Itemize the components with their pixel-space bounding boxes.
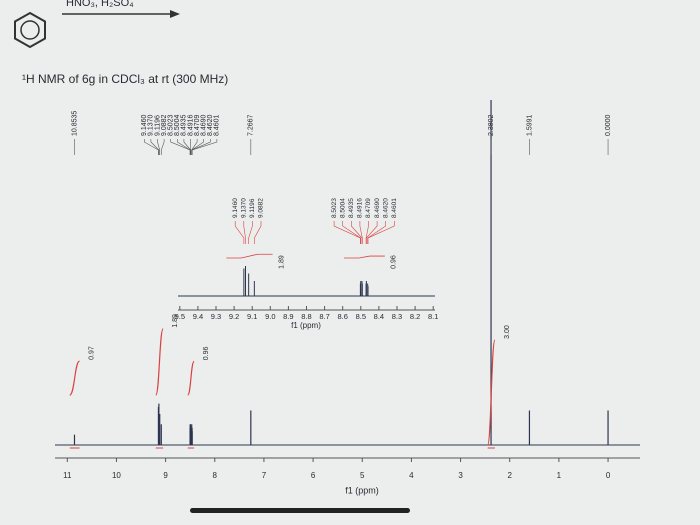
peak-label: 8.5004 (174, 114, 181, 136)
inset-label-connector (243, 221, 246, 244)
inset-x-tick-label: 8.7 (319, 312, 329, 321)
inset-x-tick-label: 9.2 (229, 312, 239, 321)
inset-x-tick-label: 8.9 (283, 312, 293, 321)
peak-label: 9.0882 (161, 114, 168, 136)
peak-label: 8.4601 (214, 114, 221, 136)
inset-x-tick-label: 8.6 (337, 312, 347, 321)
inset-label-connector (366, 221, 378, 244)
home-indicator (190, 508, 410, 513)
peak-label-connector (157, 139, 161, 155)
inset-x-tick-label: 8.8 (301, 312, 311, 321)
peak-label: 0.0000 (605, 114, 612, 136)
peak-label: 9.1196 (154, 115, 161, 136)
inset-label-connector (234, 221, 245, 244)
peak-label-connector (191, 139, 218, 155)
inset-x-tick-label: 8.2 (410, 312, 420, 321)
peak-label: 9.1460 (141, 114, 148, 136)
inset-peak-label: 8.4709 (365, 198, 372, 218)
inset-label-connector (248, 221, 253, 244)
inset-x-tick-label: 9.4 (193, 312, 203, 321)
peak-label-connector (150, 139, 160, 155)
x-tick-label: 5 (360, 471, 365, 480)
inset-integral-label: 0.96 (391, 255, 398, 269)
peak-label: 7.2667 (248, 114, 255, 136)
x-tick-label: 3 (458, 471, 463, 480)
inset-peak-label: 8.4916 (357, 198, 364, 218)
peak-label: 2.3802 (488, 114, 495, 136)
x-tick-label: 1 (557, 471, 562, 480)
inset-label-connector (365, 221, 369, 244)
inset-label-connector (350, 221, 363, 244)
inset-peak-label: 9.0882 (258, 198, 265, 218)
x-tick-label: 7 (262, 471, 267, 480)
x-tick-label: 11 (63, 471, 72, 480)
integral-curve (187, 360, 195, 396)
inset-peak-label: 8.4601 (391, 198, 398, 218)
inset-peak-label: 8.5004 (339, 198, 346, 218)
inset-peak-label: 8.5023 (331, 198, 338, 218)
inset-label-connector (342, 221, 362, 244)
peak-label: 8.4709 (194, 114, 201, 136)
x-tick-label: 4 (409, 471, 414, 480)
inset-x-tick-label: 9.5 (175, 312, 185, 321)
inset-x-tick-label: 8.3 (392, 312, 402, 321)
benzene-circle (20, 20, 40, 40)
arrow-head (170, 10, 180, 18)
peak-label-connector (191, 139, 205, 155)
integral-label: 0.97 (88, 346, 95, 360)
integral-label: 3.00 (504, 325, 511, 339)
inset-x-tick-label: 9.3 (211, 312, 221, 321)
peak-label-connector (144, 139, 159, 155)
x-tick-label: 0 (606, 471, 611, 480)
inset-label-connector (254, 221, 262, 244)
inset-peak-label: 9.1460 (232, 198, 239, 218)
peak-label: 9.1370 (148, 114, 155, 136)
x-tick-label: 2 (508, 471, 513, 480)
peak-label: 8.4916 (187, 114, 194, 136)
inset-x-axis-label: f1 (ppm) (291, 321, 321, 330)
inset-label-connector (333, 221, 361, 244)
reagents: HNO₃, H₂SO₄ (66, 0, 134, 9)
peak-label-connector (160, 139, 165, 155)
inset-peak-label: 8.4690 (374, 198, 381, 218)
peak-label: 10.8535 (71, 111, 78, 136)
integral-label: 1.89 (172, 314, 179, 328)
integral-curve (487, 339, 496, 446)
peak-label: 8.5023 (168, 114, 175, 136)
inset-label-connector (359, 221, 363, 244)
inset-label-connector (367, 221, 386, 244)
inset-peak-label: 8.4620 (382, 198, 389, 218)
peak-label: 8.4690 (201, 114, 208, 136)
x-tick-label: 8 (213, 471, 218, 480)
x-tick-label: 10 (112, 471, 121, 480)
inset-integral (226, 253, 273, 259)
inset-x-tick-label: 8.1 (428, 312, 438, 321)
integral-curve (69, 360, 81, 396)
chart-title: ¹H NMR of 6g in CDCl₃ at rt (300 MHz) (22, 72, 228, 86)
inset-peak-label: 9.1196 (249, 198, 256, 218)
benzene-ring (14, 11, 46, 49)
peak-label: 8.4620 (207, 114, 214, 136)
peak-label: 8.4935 (181, 114, 188, 136)
inset-peak-label: 9.1370 (241, 198, 248, 218)
x-tick-label: 6 (311, 471, 316, 480)
inset-integral (343, 255, 385, 259)
inset-peak-label: 8.4935 (348, 198, 355, 218)
integral-label: 0.96 (203, 346, 210, 360)
integral-curve (155, 328, 164, 396)
peak-label-connector (177, 139, 191, 155)
inset-label-connector (367, 221, 395, 244)
inset-x-tick-label: 9.1 (247, 312, 257, 321)
x-axis-label: f1 (ppm) (345, 485, 379, 495)
inset-integral-label: 1.89 (278, 255, 285, 269)
peak-label: 1.5991 (526, 114, 533, 136)
x-tick-label: 9 (163, 471, 168, 480)
inset-x-tick-label: 9.0 (265, 312, 275, 321)
inset-x-tick-label: 8.4 (374, 312, 384, 321)
inset-x-tick-label: 8.5 (356, 312, 366, 321)
